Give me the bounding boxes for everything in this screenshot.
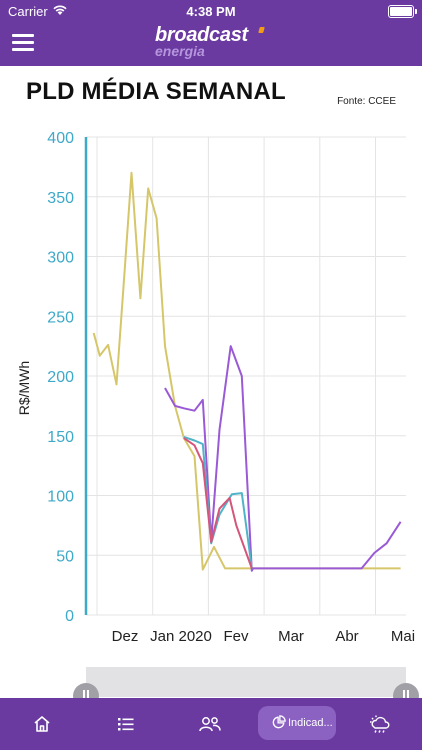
list-icon <box>118 718 134 731</box>
app-header: broadcast energia <box>0 22 422 66</box>
series-line-1 <box>92 171 401 571</box>
series-line-2 <box>164 345 402 572</box>
y-tick-label: 50 <box>56 548 74 565</box>
y-tick-label: 300 <box>47 250 74 267</box>
y-tick-label: 100 <box>47 489 74 506</box>
tab-indicadores[interactable]: Indicad... <box>256 698 336 750</box>
series-line-4 <box>183 437 253 569</box>
tab-news-list[interactable] <box>102 698 150 750</box>
users-icon <box>199 717 221 732</box>
logo-sub: energia <box>155 43 205 59</box>
broadcast-energia-logo: broadcast energia <box>155 24 270 62</box>
tab-users[interactable] <box>186 698 234 750</box>
range-scrubber[interactable] <box>86 667 406 697</box>
x-tick-label: Abr <box>335 628 358 645</box>
home-icon <box>34 716 50 732</box>
tab-home[interactable] <box>18 698 66 750</box>
y-tick-label: 400 <box>47 130 74 147</box>
y-tick-label: 0 <box>65 608 74 625</box>
x-tick-label: Mai <box>391 628 415 645</box>
source-label: Fonte: CCEE <box>337 96 396 107</box>
x-tick-label: Fev <box>223 628 249 645</box>
status-bar: Carrier 4:38 PM <box>0 0 422 22</box>
y-tick-label: 150 <box>47 429 74 446</box>
page-title: PLD MÉDIA SEMANAL <box>26 78 286 105</box>
carrier-label: Carrier <box>8 4 48 19</box>
weather-icon <box>370 715 390 733</box>
active-tab-pill <box>258 706 336 740</box>
pld-line-chart[interactable]: 0 50 100 150 200 250 300 350 400 Dez Jan 2020 Fev Ma… <box>0 120 422 660</box>
tab-weather[interactable] <box>356 698 404 750</box>
logo-accent <box>258 27 265 33</box>
clock: 4:38 PM <box>186 4 236 19</box>
tab-indicadores-label: Indicad... <box>288 717 333 729</box>
x-tick-label: Dez <box>112 628 139 645</box>
battery-icon <box>388 5 417 18</box>
tab-bar: Indicad... <box>0 698 422 750</box>
menu-button[interactable] <box>12 34 34 52</box>
logo-brand: broadcast <box>155 24 248 46</box>
y-tick-label: 200 <box>47 369 74 386</box>
wifi-icon <box>53 5 67 15</box>
pie-chart-icon <box>272 715 286 729</box>
y-tick-label: 250 <box>47 309 74 326</box>
x-tick-label: Mar <box>278 628 304 645</box>
y-tick-label: 350 <box>47 190 74 207</box>
x-tick-label: Jan 2020 <box>150 628 212 645</box>
